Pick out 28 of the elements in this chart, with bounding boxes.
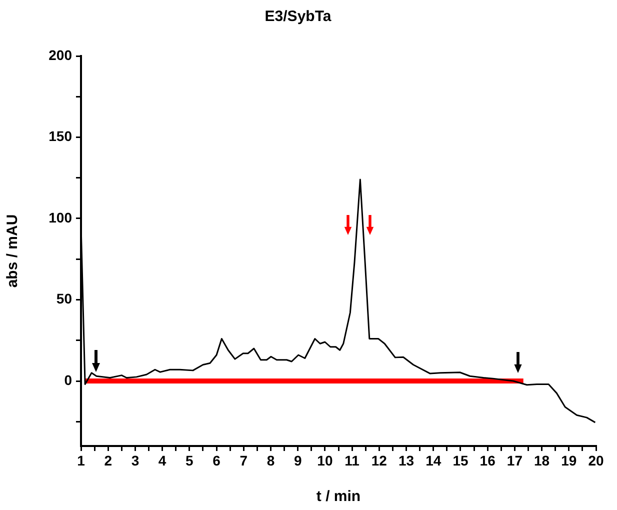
x-tick-label: 7 bbox=[240, 452, 248, 468]
y-tick-label: 100 bbox=[48, 209, 72, 226]
x-axis-title: t / min bbox=[316, 488, 361, 506]
x-tick-label: 3 bbox=[131, 452, 140, 468]
x-tick-label: 20 bbox=[588, 452, 604, 468]
x-tick-label: 8 bbox=[266, 452, 275, 468]
y-tick-label: 0 bbox=[64, 372, 72, 388]
x-tick-label: 13 bbox=[398, 452, 414, 468]
y-tick-label: 150 bbox=[48, 128, 72, 144]
chart-title: E3/SybTa bbox=[264, 8, 332, 26]
x-tick-label: 15 bbox=[452, 452, 468, 468]
x-tick-label: 4 bbox=[158, 452, 166, 468]
x-tick-label: 16 bbox=[480, 452, 496, 468]
x-tick-label: 18 bbox=[534, 452, 550, 468]
x-tick-label: 6 bbox=[212, 452, 221, 468]
y-tick-label: 50 bbox=[56, 290, 72, 307]
x-tick-label: 10 bbox=[317, 452, 333, 468]
x-tick-label: 1 bbox=[77, 452, 86, 468]
y-axis-title: abs / mAU bbox=[4, 214, 22, 288]
x-tick-label: 14 bbox=[426, 452, 442, 468]
x-tick-label: 2 bbox=[104, 452, 112, 468]
x-tick-label: 17 bbox=[506, 452, 523, 468]
x-tick-label: 9 bbox=[294, 452, 302, 468]
x-tick-label: 5 bbox=[186, 452, 194, 468]
y-tick-label: 200 bbox=[48, 46, 72, 63]
x-tick-label: 19 bbox=[561, 452, 577, 468]
x-tick-label: 12 bbox=[371, 452, 388, 468]
x-tick-label: 11 bbox=[344, 452, 360, 468]
